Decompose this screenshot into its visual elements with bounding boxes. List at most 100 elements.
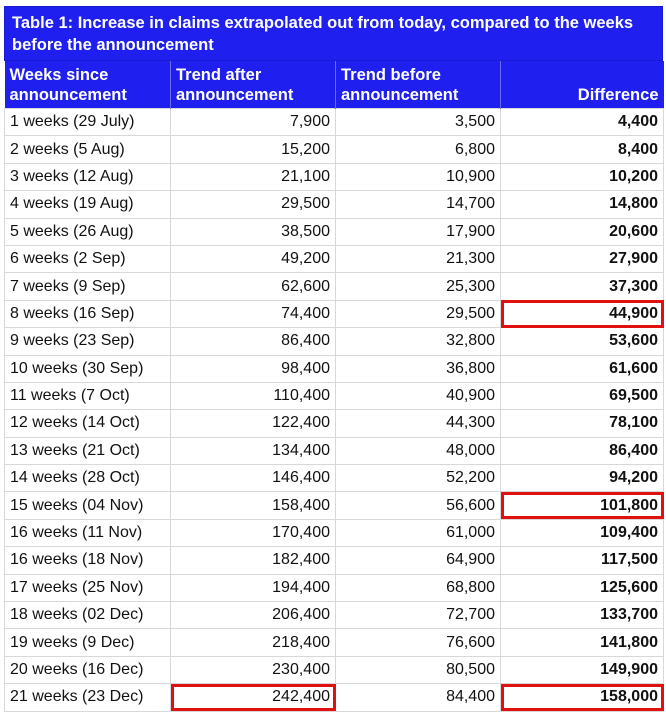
cell-trend-after: 122,400: [170, 409, 336, 438]
header-weeks: Weeks since announcement: [4, 61, 171, 109]
cell-week: 9 weeks (23 Sep): [4, 327, 171, 356]
header-difference: Difference: [500, 61, 664, 109]
cell-difference: 4,400: [500, 107, 664, 137]
table-row: 21 weeks (23 Dec) 242,400 84,400 158,000: [4, 683, 664, 712]
header-trend-after: Trend after announcement: [170, 61, 336, 109]
cell-difference: 86,400: [500, 436, 664, 466]
cell-trend-before: 68,800: [335, 573, 501, 603]
cell-week: 18 weeks (02 Dec): [4, 601, 171, 630]
cell-difference: 94,200: [500, 464, 664, 493]
cell-trend-before: 80,500: [335, 655, 501, 685]
cell-trend-after: 182,400: [170, 546, 336, 575]
cell-week: 14 weeks (28 Oct): [4, 464, 171, 493]
cell-difference: 141,800: [500, 628, 664, 657]
cell-trend-before: 21,300: [335, 244, 501, 274]
cell-trend-after: 7,900: [170, 107, 336, 137]
cell-difference: 149,900: [500, 655, 664, 685]
table-row: 16 weeks (11 Nov) 170,400 61,000 109,400: [4, 518, 664, 548]
cell-trend-before: 32,800: [335, 327, 501, 356]
cell-week: 16 weeks (11 Nov): [4, 518, 171, 548]
table-row: 11 weeks (7 Oct) 110,400 40,900 69,500: [4, 381, 664, 411]
cell-trend-before: 61,000: [335, 518, 501, 548]
cell-trend-after: 230,400: [170, 655, 336, 685]
cell-trend-before: 48,000: [335, 436, 501, 466]
cell-week: 15 weeks (04 Nov): [4, 491, 171, 520]
table-body: 1 weeks (29 July) 7,900 3,500 4,400 2 weeks …: [4, 107, 664, 712]
cell-week: 2 weeks (5 Aug): [4, 135, 171, 164]
cell-trend-after: 158,400: [170, 491, 336, 520]
cell-trend-after: 170,400: [170, 518, 336, 548]
table-row: 8 weeks (16 Sep) 74,400 29,500 44,900: [4, 299, 664, 329]
cell-difference: 44,900: [500, 299, 664, 329]
cell-trend-before: 84,400: [335, 683, 501, 712]
cell-trend-before: 17,900: [335, 217, 501, 246]
cell-difference: 158,000: [500, 683, 664, 712]
table-row: 9 weeks (23 Sep) 86,400 32,800 53,600: [4, 327, 664, 356]
cell-difference: 101,800: [500, 491, 664, 520]
cell-trend-after: 134,400: [170, 436, 336, 466]
cell-trend-after: 242,400: [170, 683, 336, 712]
cell-week: 20 weeks (16 Dec): [4, 655, 171, 685]
table-row: 5 weeks (26 Aug) 38,500 17,900 20,600: [4, 217, 664, 246]
cell-trend-before: 76,600: [335, 628, 501, 657]
cell-trend-before: 36,800: [335, 354, 501, 383]
cell-difference: 125,600: [500, 573, 664, 603]
table-row: 2 weeks (5 Aug) 15,200 6,800 8,400: [4, 135, 664, 164]
cell-difference: 20,600: [500, 217, 664, 246]
cell-trend-before: 64,900: [335, 546, 501, 575]
table-row: 13 weeks (21 Oct) 134,400 48,000 86,400: [4, 436, 664, 466]
cell-trend-before: 10,900: [335, 162, 501, 192]
table-row: 20 weeks (16 Dec) 230,400 80,500 149,900: [4, 655, 664, 685]
table-row: 12 weeks (14 Oct) 122,400 44,300 78,100: [4, 409, 664, 438]
cell-trend-before: 56,600: [335, 491, 501, 520]
cell-trend-before: 6,800: [335, 135, 501, 164]
cell-week: 8 weeks (16 Sep): [4, 299, 171, 329]
table-row: 1 weeks (29 July) 7,900 3,500 4,400: [4, 107, 664, 137]
table-row: 16 weeks (18 Nov) 182,400 64,900 117,500: [4, 546, 664, 575]
table-row: 6 weeks (2 Sep) 49,200 21,300 27,900: [4, 244, 664, 274]
table-row: 15 weeks (04 Nov) 158,400 56,600 101,800: [4, 491, 664, 520]
cell-week: 4 weeks (19 Aug): [4, 190, 171, 219]
table-row: 18 weeks (02 Dec) 206,400 72,700 133,700: [4, 601, 664, 630]
cell-week: 7 weeks (9 Sep): [4, 272, 171, 301]
cell-difference: 27,900: [500, 244, 664, 274]
claims-table-container: Table 1: Increase in claims extrapolated…: [4, 6, 664, 712]
cell-week: 21 weeks (23 Dec): [4, 683, 171, 712]
cell-week: 5 weeks (26 Aug): [4, 217, 171, 246]
cell-trend-after: 21,100: [170, 162, 336, 192]
table-row: 17 weeks (25 Nov) 194,400 68,800 125,600: [4, 573, 664, 603]
table-row: 19 weeks (9 Dec) 218,400 76,600 141,800: [4, 628, 664, 657]
cell-trend-before: 3,500: [335, 107, 501, 137]
table-row: 14 weeks (28 Oct) 146,400 52,200 94,200: [4, 464, 664, 493]
cell-trend-after: 62,600: [170, 272, 336, 301]
claims-table: Weeks since announcement Trend after annou…: [4, 61, 664, 712]
cell-trend-after: 218,400: [170, 628, 336, 657]
cell-difference: 109,400: [500, 518, 664, 548]
cell-difference: 8,400: [500, 135, 664, 164]
table-row: 7 weeks (9 Sep) 62,600 25,300 37,300: [4, 272, 664, 301]
cell-difference: 78,100: [500, 409, 664, 438]
cell-trend-after: 206,400: [170, 601, 336, 630]
cell-week: 10 weeks (30 Sep): [4, 354, 171, 383]
cell-trend-before: 14,700: [335, 190, 501, 219]
cell-trend-after: 98,400: [170, 354, 336, 383]
cell-difference: 14,800: [500, 190, 664, 219]
cell-trend-after: 194,400: [170, 573, 336, 603]
cell-trend-before: 29,500: [335, 299, 501, 329]
cell-trend-before: 25,300: [335, 272, 501, 301]
cell-difference: 53,600: [500, 327, 664, 356]
cell-difference: 69,500: [500, 381, 664, 411]
cell-week: 6 weeks (2 Sep): [4, 244, 171, 274]
cell-trend-after: 38,500: [170, 217, 336, 246]
cell-week: 11 weeks (7 Oct): [4, 381, 171, 411]
cell-trend-after: 86,400: [170, 327, 336, 356]
table-row: 10 weeks (30 Sep) 98,400 36,800 61,600: [4, 354, 664, 383]
table-row: 3 weeks (12 Aug) 21,100 10,900 10,200: [4, 162, 664, 192]
cell-trend-before: 40,900: [335, 381, 501, 411]
cell-trend-after: 146,400: [170, 464, 336, 493]
cell-difference: 10,200: [500, 162, 664, 192]
cell-week: 17 weeks (25 Nov): [4, 573, 171, 603]
table-caption: Table 1: Increase in claims extrapolated…: [4, 6, 663, 61]
header-row: Weeks since announcement Trend after annou…: [4, 61, 664, 109]
cell-difference: 61,600: [500, 354, 664, 383]
